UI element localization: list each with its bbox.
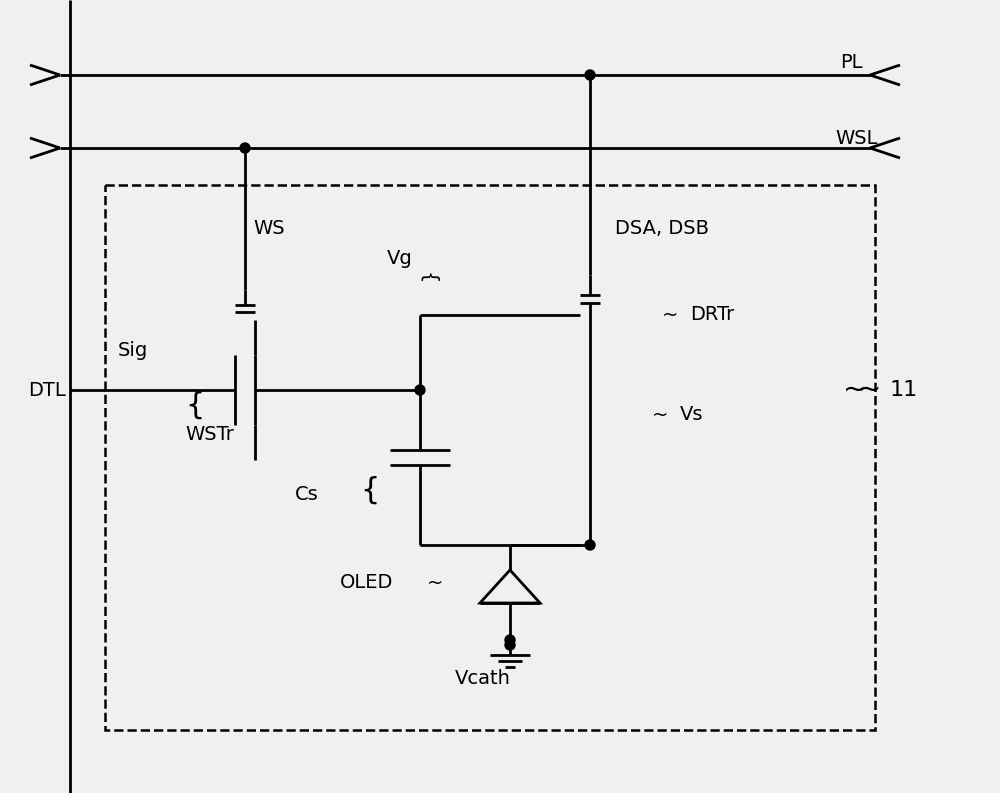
Circle shape	[505, 640, 515, 650]
Text: ~: ~	[858, 376, 882, 404]
Circle shape	[415, 385, 425, 395]
Text: ~: ~	[652, 405, 668, 424]
Text: ~: ~	[843, 376, 867, 404]
Text: Vg: Vg	[387, 248, 413, 267]
Text: OLED: OLED	[340, 573, 393, 592]
Circle shape	[585, 70, 595, 80]
Text: Vs: Vs	[680, 405, 704, 424]
Text: DSA, DSB: DSA, DSB	[615, 219, 709, 237]
Circle shape	[240, 143, 250, 153]
Text: {: {	[185, 390, 205, 419]
Text: WS: WS	[253, 219, 285, 237]
Text: DTL: DTL	[28, 381, 66, 400]
Text: {: {	[360, 476, 380, 504]
Text: ~: ~	[662, 305, 678, 324]
Text: ~: ~	[427, 573, 443, 592]
Text: {: {	[418, 272, 438, 284]
Text: Vcath: Vcath	[455, 668, 511, 688]
Text: WSTr: WSTr	[185, 426, 234, 445]
Circle shape	[585, 540, 595, 550]
Text: Sig: Sig	[118, 340, 148, 359]
Text: PL: PL	[840, 53, 862, 72]
Text: WSL: WSL	[835, 128, 878, 147]
Text: Cs: Cs	[295, 485, 319, 504]
Text: DRTr: DRTr	[690, 305, 734, 324]
Text: 11: 11	[890, 380, 918, 400]
Circle shape	[505, 635, 515, 645]
